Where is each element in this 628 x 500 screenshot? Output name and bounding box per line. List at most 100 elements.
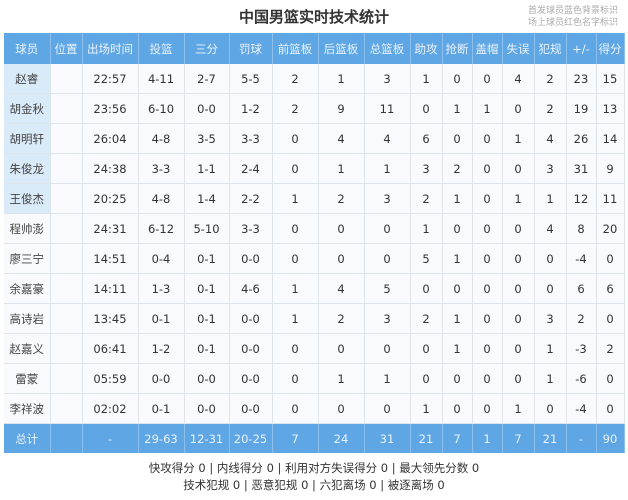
stat-cell: 0-0 xyxy=(138,363,185,394)
column-header[interactable]: 出场时间 xyxy=(82,33,139,64)
stat-cell: 14:51 xyxy=(82,243,139,274)
player-name: 胡明轩 xyxy=(4,123,51,154)
player-name: 王俊杰 xyxy=(4,183,51,214)
stat-cell: 0-0 xyxy=(229,363,273,394)
stat-cell: 2 xyxy=(410,303,443,334)
header-row: 球员 位置 出场时间 投篮 三分 罚球 前篮板 后篮板 总篮板 助攻 抢断 盖帽 失误 犯规 +/- 得分 xyxy=(4,33,625,64)
column-header[interactable]: 失误 xyxy=(502,33,535,64)
column-header[interactable]: 助攻 xyxy=(410,33,443,64)
footer-line-2: 技术犯规 0 | 恶意犯规 0 | 六犯离场 0 | 被逐离场 0 xyxy=(183,478,445,492)
column-header[interactable]: 得分 xyxy=(596,33,625,64)
player-name: 朱俊龙 xyxy=(4,153,51,184)
stat-cell: 1 xyxy=(502,393,535,424)
stat-cell: 2 xyxy=(272,64,319,94)
stat-cell: 12 xyxy=(566,183,597,214)
stat-cell: 4 xyxy=(318,273,365,304)
player-row: 余嘉豪 14:11 1-3 0-1 4-6 1 4 5 0 0 0 0 0 6 6 xyxy=(4,273,625,304)
stat-cell: 0 xyxy=(318,243,365,274)
stat-cell: 3-3 xyxy=(138,153,185,184)
player-row: 胡金秋 23:56 6-10 0-0 1-2 2 9 11 0 1 1 0 2 19 13 xyxy=(4,93,625,124)
stat-cell: 5 xyxy=(364,273,411,304)
total-cell: 12-31 xyxy=(184,423,230,453)
stat-cell: 0-1 xyxy=(184,333,230,364)
stat-cell: 0 xyxy=(472,303,503,334)
total-cell: 7 xyxy=(272,423,319,453)
stat-cell: 2 xyxy=(272,93,319,124)
player-row: 王俊杰 20:25 4-8 1-4 2-2 1 2 3 2 1 0 1 1 12 11 xyxy=(4,183,625,214)
stat-cell xyxy=(50,153,83,184)
stat-cell: 0 xyxy=(502,93,535,124)
player-name: 余嘉豪 xyxy=(4,273,51,304)
stat-cell: 4-11 xyxy=(138,64,185,94)
stat-cell: 1 xyxy=(502,123,535,154)
stat-cell: 0 xyxy=(472,153,503,184)
column-header[interactable]: 抢断 xyxy=(442,33,473,64)
stat-cell: 02:02 xyxy=(82,393,139,424)
stat-cell xyxy=(50,363,83,394)
stat-cell: 0 xyxy=(272,363,319,394)
stat-cell: 0 xyxy=(364,393,411,424)
stat-cell: 06:41 xyxy=(82,333,139,364)
stat-cell: -6 xyxy=(566,363,597,394)
stat-cell: 0 xyxy=(502,363,535,394)
stat-cell: 1 xyxy=(442,93,473,124)
footer-stats: 快攻得分 0 | 内线得分 0 | 利用对方失误得分 0 | 最大领先分数 0 … xyxy=(0,460,628,494)
stat-cell: 0 xyxy=(272,153,319,184)
column-header[interactable]: 后篮板 xyxy=(318,33,365,64)
stat-cell: 0 xyxy=(472,243,503,274)
stat-cell: 3 xyxy=(410,153,443,184)
stat-cell: 1-3 xyxy=(138,273,185,304)
stat-cell: 6 xyxy=(566,273,597,304)
stat-cell: 0-0 xyxy=(229,333,273,364)
stat-cell: 0-1 xyxy=(184,303,230,334)
column-header[interactable]: +/- xyxy=(566,33,597,64)
column-header[interactable]: 犯规 xyxy=(534,33,567,64)
stat-cell: 0-1 xyxy=(184,243,230,274)
player-name: 程帅澎 xyxy=(4,213,51,244)
stat-cell: 1-1 xyxy=(184,153,230,184)
column-header[interactable]: 三分 xyxy=(184,33,230,64)
stat-cell: 0 xyxy=(502,303,535,334)
stat-cell: 1 xyxy=(442,243,473,274)
column-header[interactable]: 前篮板 xyxy=(272,33,319,64)
stat-cell: 1 xyxy=(410,64,443,94)
stat-cell: 0 xyxy=(410,333,443,364)
stat-cell: 3-3 xyxy=(229,213,273,244)
column-header[interactable]: 罚球 xyxy=(229,33,273,64)
stat-cell: -4 xyxy=(566,243,597,274)
stat-cell: 4 xyxy=(364,123,411,154)
player-row: 胡明轩 26:04 4-8 3-5 3-3 0 4 4 6 0 0 1 4 26 14 xyxy=(4,123,625,154)
stat-cell: 4 xyxy=(534,123,567,154)
stat-cell: 1-4 xyxy=(184,183,230,214)
stat-cell xyxy=(50,93,83,124)
stat-cell: 1 xyxy=(442,183,473,214)
column-header[interactable]: 球员 xyxy=(4,33,51,64)
stat-cell xyxy=(50,213,83,244)
player-row: 赵睿 22:57 4-11 2-7 5-5 2 1 3 1 0 0 4 2 23 15 xyxy=(4,64,625,94)
stat-cell: 2 xyxy=(318,303,365,334)
stats-table: 球员 位置 出场时间 投篮 三分 罚球 前篮板 后篮板 总篮板 助攻 抢断 盖帽 失误 犯规 +/- 得分 赵… xyxy=(4,33,625,453)
column-header[interactable]: 盖帽 xyxy=(472,33,503,64)
player-row: 李祥波 02:02 0-1 0-0 0-0 0 0 0 1 0 0 1 0 -4 0 xyxy=(4,393,625,424)
stat-cell: 0 xyxy=(534,273,567,304)
stat-cell: 05:59 xyxy=(82,363,139,394)
stat-cell: 6 xyxy=(410,123,443,154)
stat-cell: 31 xyxy=(566,153,597,184)
column-header[interactable]: 位置 xyxy=(50,33,83,64)
total-cell: 90 xyxy=(596,423,625,453)
column-header[interactable]: 总篮板 xyxy=(364,33,411,64)
stat-cell: 5 xyxy=(410,243,443,274)
stat-cell: 0 xyxy=(272,333,319,364)
stat-cell: 6 xyxy=(596,273,625,304)
stat-cell: 1 xyxy=(272,183,319,214)
stat-cell xyxy=(50,333,83,364)
stat-cell: 0 xyxy=(472,213,503,244)
column-header[interactable]: 投篮 xyxy=(138,33,185,64)
stat-cell: -3 xyxy=(566,333,597,364)
legend-on-court: 场上球员红色名字标识 xyxy=(527,18,618,28)
stat-cell: 0 xyxy=(472,333,503,364)
stat-cell: 2 xyxy=(410,183,443,214)
stat-cell xyxy=(50,123,83,154)
stat-cell: 9 xyxy=(596,153,625,184)
stat-cell: 1 xyxy=(318,153,365,184)
